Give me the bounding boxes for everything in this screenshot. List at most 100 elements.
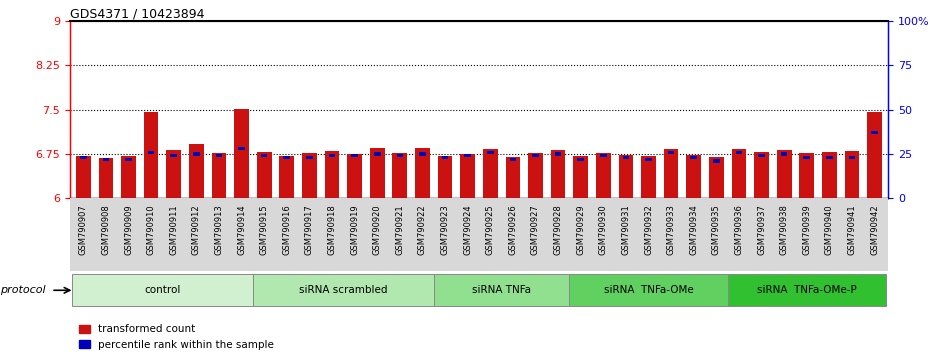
- Bar: [532, 154, 538, 158]
- Bar: [871, 131, 878, 135]
- Bar: [126, 158, 132, 161]
- Text: GSM790907: GSM790907: [79, 204, 87, 255]
- Text: GSM790926: GSM790926: [509, 204, 517, 255]
- Bar: [396, 154, 403, 158]
- Bar: [464, 154, 471, 158]
- Text: protocol: protocol: [0, 285, 46, 295]
- Bar: [238, 147, 245, 150]
- Text: GSM790909: GSM790909: [124, 204, 133, 255]
- Text: GSM790912: GSM790912: [192, 204, 201, 255]
- Text: siRNA scrambled: siRNA scrambled: [299, 285, 388, 295]
- Bar: [415, 148, 430, 198]
- Bar: [510, 158, 516, 161]
- Bar: [261, 154, 268, 158]
- Bar: [713, 159, 720, 163]
- Bar: [253, 274, 433, 306]
- Bar: [102, 158, 109, 161]
- Bar: [433, 274, 569, 306]
- Bar: [664, 149, 679, 198]
- Text: GSM790934: GSM790934: [689, 204, 698, 255]
- Bar: [506, 157, 520, 198]
- Bar: [573, 156, 588, 198]
- Text: GSM790913: GSM790913: [215, 204, 223, 255]
- Text: siRNA TNFa: siRNA TNFa: [472, 285, 531, 295]
- Text: control: control: [144, 285, 180, 295]
- Bar: [668, 150, 674, 154]
- Bar: [328, 154, 336, 158]
- Bar: [686, 155, 701, 198]
- Bar: [392, 153, 407, 198]
- Bar: [234, 109, 249, 198]
- Text: GSM790920: GSM790920: [373, 204, 381, 255]
- Bar: [800, 153, 814, 198]
- Bar: [709, 157, 724, 198]
- Bar: [596, 153, 611, 198]
- Text: GSM790914: GSM790914: [237, 204, 246, 255]
- Text: GSM790919: GSM790919: [350, 204, 359, 255]
- Text: GDS4371 / 10423894: GDS4371 / 10423894: [70, 7, 205, 20]
- Bar: [148, 150, 154, 154]
- Bar: [370, 148, 385, 198]
- Text: GSM790932: GSM790932: [644, 204, 653, 255]
- Bar: [727, 274, 886, 306]
- Bar: [193, 152, 200, 156]
- Bar: [551, 150, 565, 198]
- Bar: [758, 154, 764, 158]
- Text: GSM790938: GSM790938: [779, 204, 789, 255]
- Bar: [578, 158, 584, 161]
- Bar: [822, 152, 837, 198]
- Bar: [641, 156, 656, 198]
- Bar: [754, 152, 769, 198]
- Bar: [781, 152, 788, 156]
- Bar: [483, 149, 498, 198]
- Text: GSM790921: GSM790921: [395, 204, 405, 255]
- Bar: [374, 152, 380, 156]
- Bar: [732, 149, 746, 198]
- Bar: [645, 158, 652, 161]
- Bar: [622, 156, 630, 159]
- Text: GSM790940: GSM790940: [825, 204, 834, 255]
- Bar: [868, 112, 882, 198]
- Text: GSM790910: GSM790910: [147, 204, 155, 255]
- Text: GSM790941: GSM790941: [847, 204, 857, 255]
- Bar: [849, 156, 856, 159]
- Bar: [600, 154, 606, 158]
- Bar: [212, 153, 226, 198]
- Bar: [736, 150, 742, 154]
- Bar: [777, 150, 791, 198]
- Bar: [279, 156, 294, 198]
- Bar: [555, 152, 562, 156]
- Text: GSM790908: GSM790908: [101, 204, 111, 255]
- Text: GSM790923: GSM790923: [441, 204, 449, 255]
- Bar: [826, 156, 832, 159]
- Text: GSM790922: GSM790922: [418, 204, 427, 255]
- Bar: [216, 154, 222, 158]
- Bar: [569, 274, 727, 306]
- Bar: [80, 156, 86, 159]
- Bar: [99, 158, 113, 198]
- Text: GSM790939: GSM790939: [803, 204, 811, 255]
- Bar: [618, 155, 633, 198]
- Bar: [189, 144, 204, 198]
- Text: GSM790928: GSM790928: [553, 204, 563, 255]
- Text: GSM790916: GSM790916: [283, 204, 291, 255]
- Text: GSM790933: GSM790933: [667, 204, 675, 255]
- Bar: [528, 153, 543, 198]
- Bar: [170, 154, 177, 158]
- Text: siRNA  TNFa-OMe: siRNA TNFa-OMe: [604, 285, 694, 295]
- Text: GSM790937: GSM790937: [757, 204, 766, 255]
- Text: siRNA  TNFa-OMe-P: siRNA TNFa-OMe-P: [757, 285, 857, 295]
- Text: GSM790942: GSM790942: [870, 204, 879, 255]
- Text: GSM790935: GSM790935: [711, 204, 721, 255]
- Text: GSM790925: GSM790925: [485, 204, 495, 255]
- Bar: [844, 151, 859, 198]
- Bar: [284, 156, 290, 159]
- Bar: [257, 152, 272, 198]
- Text: GSM790930: GSM790930: [599, 204, 608, 255]
- Text: GSM790929: GSM790929: [577, 204, 585, 255]
- Bar: [121, 156, 136, 198]
- Bar: [166, 150, 181, 198]
- Bar: [302, 153, 317, 198]
- Text: GSM790927: GSM790927: [531, 204, 540, 255]
- Bar: [325, 151, 339, 198]
